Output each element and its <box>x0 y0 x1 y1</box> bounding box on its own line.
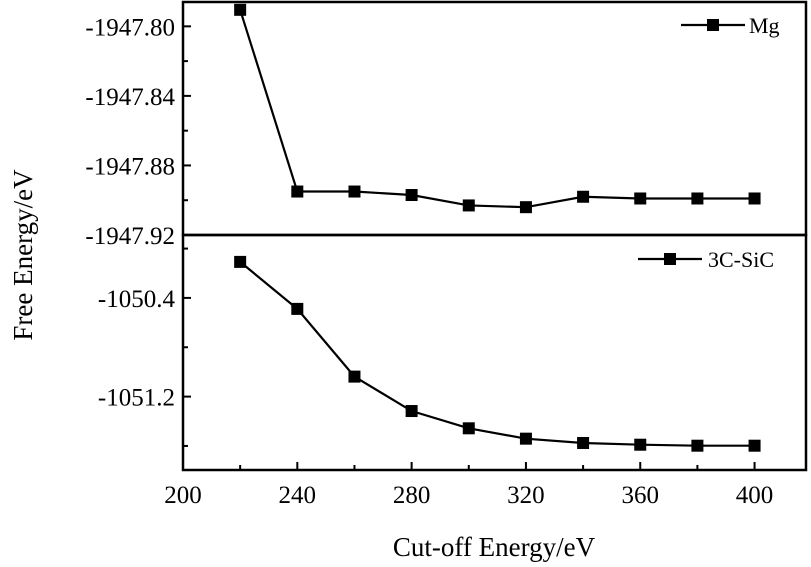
legend: Mg <box>681 13 780 38</box>
x-axis-title: Cut-off Energy/eV <box>393 532 596 562</box>
data-point-marker <box>748 439 761 452</box>
x-tick-label: 200 <box>164 482 202 509</box>
x-tick-label: 240 <box>279 482 317 509</box>
data-point-marker <box>519 201 532 214</box>
x-tick-label: 400 <box>736 482 774 509</box>
x-axis: 200 240 280 320 360 400 <box>164 462 773 509</box>
data-point-marker <box>462 199 475 212</box>
data-point-marker <box>348 185 361 198</box>
data-point-marker <box>634 438 647 451</box>
legend-marker-icon <box>707 19 719 31</box>
panel-mg: -1947.80 -1947.84 -1947.88 -1947.92 Mg <box>85 0 808 250</box>
series-line-3c-sic <box>239 261 755 447</box>
panel-3c-sic: -1050.4 -1051.2 3C-SiC <box>98 233 808 472</box>
data-point-marker <box>462 422 475 435</box>
y-tick-label: -1947.92 <box>85 223 175 250</box>
y-tick-label: -1050.4 <box>98 286 176 313</box>
y-tick-label: -1947.84 <box>85 84 175 111</box>
data-point-marker <box>691 439 704 452</box>
plot-frame <box>181 233 808 472</box>
data-point-marker <box>748 192 761 205</box>
data-point-marker <box>691 192 704 205</box>
legend-label: 3C-SiC <box>708 247 774 272</box>
data-point-marker <box>291 302 304 315</box>
data-point-marker <box>234 255 247 268</box>
data-point-marker <box>634 192 647 205</box>
legend-marker-icon <box>664 253 676 265</box>
plot-frame <box>181 0 808 237</box>
data-point-marker <box>348 370 361 383</box>
data-point-marker <box>234 3 247 16</box>
data-point-marker <box>405 405 418 418</box>
data-point-marker <box>405 189 418 202</box>
x-tick-label: 320 <box>507 482 545 509</box>
data-point-marker <box>519 432 532 445</box>
y-axis-title: Free Energy/eV <box>8 169 38 341</box>
data-point-marker <box>577 190 590 203</box>
y-tick-label: -1947.80 <box>85 14 175 41</box>
data-point-marker <box>291 185 304 198</box>
y-tick-label: -1051.2 <box>98 385 175 412</box>
data-point-marker <box>577 436 590 449</box>
y-tick-label: -1947.88 <box>85 153 175 180</box>
series-line-mg <box>239 9 755 209</box>
legend: 3C-SiC <box>638 247 774 272</box>
legend-label: Mg <box>749 13 780 38</box>
x-tick-label: 280 <box>393 482 431 509</box>
x-tick-label: 360 <box>621 482 659 509</box>
